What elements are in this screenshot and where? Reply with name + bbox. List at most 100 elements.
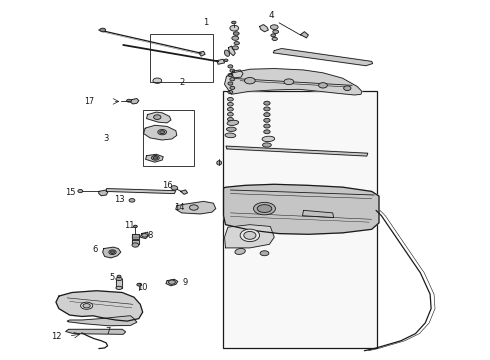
Polygon shape	[99, 190, 108, 196]
Ellipse shape	[133, 225, 137, 228]
Ellipse shape	[158, 130, 167, 135]
Ellipse shape	[137, 283, 142, 286]
Polygon shape	[273, 49, 373, 66]
Polygon shape	[130, 99, 139, 104]
Ellipse shape	[129, 199, 135, 202]
Polygon shape	[260, 24, 269, 32]
Ellipse shape	[151, 156, 159, 160]
Ellipse shape	[126, 99, 131, 102]
Ellipse shape	[224, 50, 230, 56]
Ellipse shape	[78, 189, 83, 193]
Ellipse shape	[83, 303, 90, 308]
Ellipse shape	[100, 28, 106, 32]
Ellipse shape	[154, 115, 161, 120]
Ellipse shape	[273, 30, 279, 33]
Ellipse shape	[160, 131, 165, 134]
Polygon shape	[181, 190, 188, 194]
Ellipse shape	[244, 231, 256, 239]
Bar	[143, 111, 194, 166]
Ellipse shape	[232, 21, 236, 24]
Text: 6: 6	[92, 245, 98, 254]
Text: 16: 16	[162, 180, 172, 189]
Text: 3: 3	[103, 134, 109, 143]
Text: 8: 8	[148, 231, 153, 240]
Ellipse shape	[230, 69, 235, 72]
Polygon shape	[106, 189, 176, 194]
Ellipse shape	[245, 77, 255, 84]
Text: 15: 15	[65, 188, 75, 197]
Polygon shape	[224, 68, 362, 95]
Polygon shape	[56, 291, 143, 321]
Ellipse shape	[227, 103, 233, 106]
Ellipse shape	[227, 120, 239, 125]
Ellipse shape	[262, 136, 275, 141]
Ellipse shape	[257, 204, 272, 212]
Polygon shape	[67, 316, 137, 326]
Polygon shape	[132, 234, 139, 239]
Ellipse shape	[260, 251, 269, 256]
Ellipse shape	[224, 59, 228, 62]
Polygon shape	[199, 51, 205, 56]
Ellipse shape	[230, 78, 235, 81]
Ellipse shape	[111, 251, 115, 253]
Polygon shape	[176, 202, 216, 214]
Ellipse shape	[227, 108, 233, 111]
Polygon shape	[231, 70, 243, 78]
Polygon shape	[223, 184, 379, 234]
Text: 9: 9	[183, 278, 188, 287]
Ellipse shape	[228, 73, 233, 77]
Text: 5: 5	[109, 273, 114, 282]
Text: 4: 4	[269, 11, 274, 20]
Polygon shape	[66, 329, 125, 334]
Ellipse shape	[232, 46, 239, 50]
Text: 12: 12	[50, 332, 61, 341]
Ellipse shape	[271, 34, 276, 37]
Text: 10: 10	[137, 283, 148, 292]
Ellipse shape	[171, 186, 178, 190]
Text: 1: 1	[203, 18, 209, 27]
Ellipse shape	[227, 112, 233, 116]
Ellipse shape	[272, 37, 277, 41]
Ellipse shape	[230, 25, 239, 31]
Ellipse shape	[116, 286, 122, 289]
Polygon shape	[116, 279, 122, 288]
Text: 7: 7	[105, 327, 110, 336]
Ellipse shape	[190, 205, 198, 210]
Text: 17: 17	[84, 97, 94, 106]
Ellipse shape	[263, 143, 271, 147]
Ellipse shape	[284, 79, 294, 85]
Ellipse shape	[240, 229, 260, 242]
Ellipse shape	[232, 36, 239, 40]
Ellipse shape	[80, 302, 93, 309]
Ellipse shape	[169, 280, 175, 284]
Ellipse shape	[230, 86, 235, 89]
Polygon shape	[226, 146, 368, 156]
Ellipse shape	[227, 117, 233, 121]
Polygon shape	[140, 232, 148, 239]
Ellipse shape	[217, 161, 221, 165]
Ellipse shape	[227, 98, 233, 101]
Ellipse shape	[264, 107, 270, 111]
Ellipse shape	[109, 250, 116, 255]
Ellipse shape	[233, 32, 239, 35]
Ellipse shape	[234, 41, 240, 45]
Ellipse shape	[264, 124, 270, 128]
Polygon shape	[147, 112, 171, 123]
Ellipse shape	[228, 90, 233, 94]
Ellipse shape	[318, 83, 327, 88]
Polygon shape	[228, 46, 235, 56]
Text: 11: 11	[124, 221, 134, 230]
Text: 14: 14	[174, 203, 184, 212]
Polygon shape	[300, 32, 308, 38]
Polygon shape	[224, 225, 274, 248]
Ellipse shape	[117, 275, 121, 278]
Text: 2: 2	[179, 78, 184, 87]
Ellipse shape	[132, 243, 139, 247]
Ellipse shape	[264, 101, 270, 105]
Bar	[223, 91, 376, 348]
Polygon shape	[144, 125, 177, 140]
Ellipse shape	[153, 78, 162, 84]
Ellipse shape	[253, 202, 275, 215]
Bar	[150, 33, 213, 82]
Ellipse shape	[264, 130, 270, 134]
